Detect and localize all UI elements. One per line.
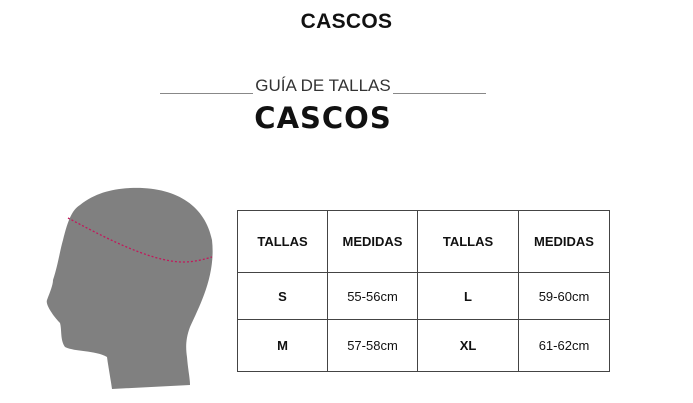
header-tallas: TALLAS bbox=[417, 210, 519, 273]
measure-cell: 57-58cm bbox=[327, 319, 418, 372]
size-cell: L bbox=[417, 272, 519, 320]
divider bbox=[392, 93, 486, 94]
head-silhouette bbox=[46, 187, 213, 389]
size-guide-title: CASCOS bbox=[254, 101, 392, 135]
measure-cell: 59-60cm bbox=[518, 272, 610, 320]
measure-cell: 61-62cm bbox=[518, 319, 610, 372]
header-medidas: MEDIDAS bbox=[327, 210, 418, 273]
header-medidas: MEDIDAS bbox=[518, 210, 610, 273]
size-guide-heading: GUÍA DE TALLAS bbox=[160, 76, 486, 96]
table-row: S 55-56cm L 59-60cm bbox=[237, 272, 610, 320]
size-cell: M bbox=[237, 319, 328, 372]
size-cell: S bbox=[237, 272, 328, 320]
page-title: CASCOS bbox=[300, 10, 393, 33]
table-row: M 57-58cm XL 61-62cm bbox=[237, 319, 610, 372]
size-cell: XL bbox=[417, 319, 519, 372]
size-guide-subtitle: GUÍA DE TALLAS bbox=[255, 76, 391, 95]
measure-cell: 55-56cm bbox=[327, 272, 418, 320]
divider bbox=[160, 93, 254, 94]
size-table: TALLAS MEDIDAS TALLAS MEDIDAS S 55-56cm … bbox=[237, 210, 610, 372]
header-tallas: TALLAS bbox=[237, 210, 328, 273]
measurement-line bbox=[67, 217, 213, 263]
